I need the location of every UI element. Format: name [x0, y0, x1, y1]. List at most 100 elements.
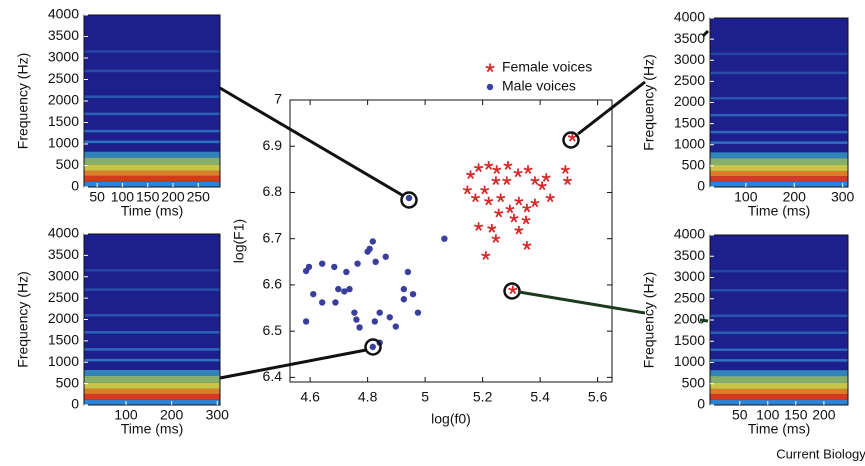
point	[466, 170, 476, 180]
spectrogram-band	[84, 181, 220, 187]
spectrogram-band	[710, 399, 848, 405]
point	[376, 309, 383, 316]
y-axis-label: Frequency (Hz)	[15, 271, 31, 367]
point	[335, 285, 342, 293]
callout-line	[701, 29, 710, 38]
callout-line	[219, 348, 367, 380]
spectrogram-band	[84, 313, 220, 317]
spectrogram-band	[710, 288, 848, 292]
point	[560, 165, 570, 174]
y-tick-label: 0	[697, 396, 705, 412]
y-tick-label: 2500	[48, 289, 79, 305]
spectrogram-band	[84, 175, 220, 182]
point	[332, 299, 339, 306]
point	[319, 260, 326, 267]
point	[364, 248, 371, 255]
y-tick-label: 6.5	[263, 322, 283, 338]
y-tick-label: 6.9	[263, 137, 283, 153]
spectrogram-band	[84, 382, 220, 389]
y-tick-label: 500	[682, 374, 706, 390]
y-tick-label: 4000	[48, 225, 79, 241]
x-axis-label: Time (ms)	[748, 203, 810, 219]
y-tick-label: 3500	[48, 246, 79, 262]
spectrogram-band	[710, 393, 848, 400]
point	[392, 323, 399, 330]
spectrogram-band	[710, 165, 848, 171]
point	[514, 225, 524, 235]
credit: Current Biology	[776, 446, 865, 461]
y-tick-label: 2500	[48, 70, 79, 86]
x-tick-label: 300	[831, 189, 855, 205]
spectrogram-band	[710, 370, 848, 377]
y-tick-label: 1500	[48, 113, 79, 129]
y-axis-label: log(F1)	[231, 219, 247, 263]
spectrogram-band	[84, 95, 220, 98]
y-tick-label: 3500	[48, 27, 79, 43]
y-tick-label: 500	[682, 157, 706, 173]
spectrogram-band	[84, 69, 220, 73]
point	[567, 132, 577, 142]
point	[502, 176, 512, 186]
legend-label: Male voices	[502, 78, 576, 94]
callouts	[219, 29, 710, 380]
point	[462, 185, 472, 195]
y-tick-label: 1500	[674, 114, 705, 130]
point	[545, 193, 555, 203]
x-tick-label: 100	[756, 407, 780, 423]
point	[354, 260, 361, 267]
point	[562, 176, 572, 186]
callout-line	[219, 86, 403, 197]
spectrogram-band	[710, 113, 848, 117]
x-tick-label: 50	[89, 189, 105, 205]
spectrogram-band	[710, 376, 848, 383]
spectrogram-band	[710, 348, 848, 352]
spectrogram-band	[84, 157, 220, 165]
point	[310, 290, 317, 298]
y-tick-label: 1500	[674, 332, 705, 348]
point	[441, 235, 448, 242]
point	[372, 258, 379, 266]
point	[414, 309, 422, 316]
spectrogram-image	[84, 15, 220, 187]
x-tick-label: 100	[111, 189, 135, 205]
point	[541, 173, 551, 182]
point	[503, 161, 513, 170]
y-tick-label: 3500	[674, 30, 705, 46]
spectrogram-band	[710, 359, 848, 362]
spectrogram-band	[710, 141, 848, 144]
point	[522, 203, 532, 213]
point	[331, 263, 338, 271]
x-tick-label: 4.8	[358, 389, 378, 405]
spectrogram-band	[710, 181, 848, 187]
point	[491, 234, 501, 243]
x-tick-label: 100	[114, 407, 138, 423]
x-axis-label: Time (ms)	[121, 203, 183, 219]
spectrogram-band	[84, 151, 220, 158]
y-tick-label: 500	[56, 156, 80, 172]
callout-line	[699, 318, 709, 323]
spectrogram-band	[710, 158, 848, 166]
point	[492, 165, 502, 174]
y-tick-label: 0	[71, 396, 79, 412]
point	[369, 343, 376, 351]
legend-marker	[485, 63, 495, 73]
spectrogram-band	[710, 331, 848, 335]
point	[496, 193, 506, 203]
point	[386, 314, 393, 321]
point	[353, 316, 360, 323]
point	[530, 198, 540, 208]
point	[523, 165, 533, 174]
x-tick-label: 100	[734, 189, 758, 205]
point	[341, 288, 348, 295]
spectrogram-band	[84, 50, 220, 53]
y-tick-label: 3000	[48, 267, 79, 283]
spectrogram-band	[84, 399, 220, 405]
legend-marker	[486, 83, 494, 91]
point	[369, 238, 376, 245]
y-tick-label: 6.8	[263, 183, 283, 199]
point	[505, 204, 515, 214]
spectrogram-band	[84, 348, 220, 351]
plot-frame	[289, 99, 613, 383]
spectrogram-band	[84, 140, 220, 144]
spectrogram-band	[84, 388, 220, 394]
